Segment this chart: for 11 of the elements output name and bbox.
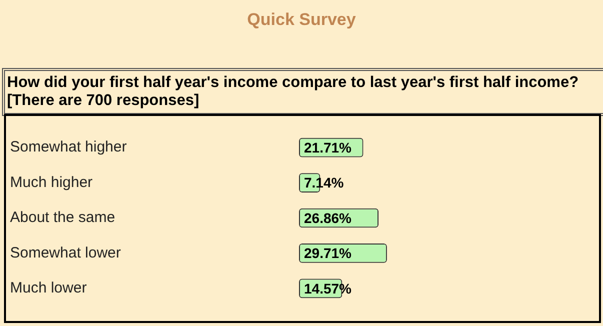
text: [There are 700 responses] <box>7 92 200 110</box>
data-label: 26.86% <box>304 210 352 226</box>
data-label: 21.71% <box>304 139 352 156</box>
data-label: 29.71% <box>304 245 352 262</box>
chart-subtitle: How did your first half year's income compare to last year's first half income? <box>7 74 580 92</box>
chart-title: Quick Survey <box>246 10 357 30</box>
y-tick-label: Much higher <box>10 174 93 191</box>
y-tick-label: Somewhat lower <box>10 244 121 262</box>
y-tick-label: About the same <box>10 209 116 226</box>
y-tick-label: Much lower <box>10 280 87 297</box>
y-tick-label: Somewhat higher <box>10 138 127 156</box>
